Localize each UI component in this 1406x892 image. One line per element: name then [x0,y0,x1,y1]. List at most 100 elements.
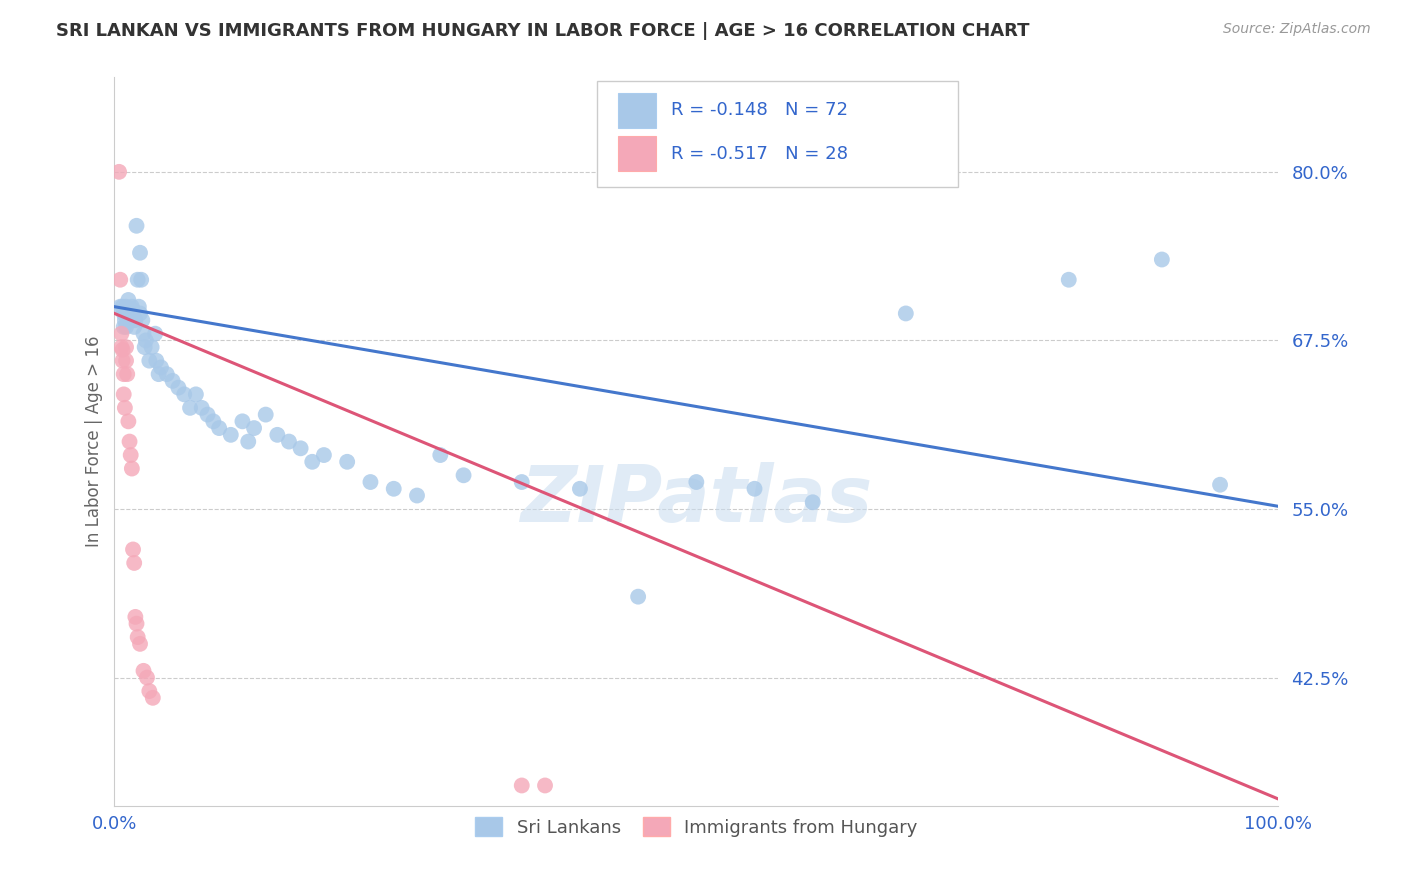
Point [208,421,231,435]
Point [336,455,359,469]
Point [382,482,405,496]
Point [202,414,225,428]
Point [118,306,141,320]
Point [179,401,201,415]
Text: ZIPatlas: ZIPatlas [520,462,873,538]
Point [156,367,179,381]
Point [744,482,766,496]
FancyBboxPatch shape [598,81,959,186]
Point [121,300,143,314]
Point [266,427,288,442]
Point [115,367,138,381]
Point [290,442,312,456]
Point [122,556,145,570]
Point [121,306,143,320]
Point [129,637,152,651]
Point [167,381,190,395]
Point [112,320,135,334]
Point [132,664,155,678]
Point [534,779,557,793]
Point [108,165,131,179]
Point [1209,477,1232,491]
Point [510,779,533,793]
Point [301,455,323,469]
Point [115,300,138,314]
Point [162,374,184,388]
Text: R = -0.517   N = 28: R = -0.517 N = 28 [671,145,848,163]
Point [278,434,301,449]
Point [173,387,195,401]
Point [111,353,134,368]
FancyBboxPatch shape [619,136,655,171]
Point [129,245,152,260]
Point [1057,273,1080,287]
Point [190,401,212,415]
Point [148,367,170,381]
Point [1150,252,1173,267]
Point [112,387,135,401]
Point [125,219,148,233]
Point [219,427,242,442]
Point [136,671,159,685]
Point [149,360,172,375]
Point [127,273,149,287]
Point [685,475,707,489]
Point [110,273,132,287]
Point [138,684,160,698]
Point [254,408,277,422]
Point [141,340,163,354]
Point [115,306,138,320]
Point [114,401,136,415]
Point [115,340,138,354]
Point [111,300,134,314]
Point [627,590,650,604]
Point [801,495,824,509]
Point [429,448,451,462]
Point [312,448,335,462]
Point [118,313,141,327]
Point [117,313,139,327]
Point [122,320,145,334]
Point [145,353,167,368]
Point [128,300,150,314]
Point [184,387,207,401]
Point [117,293,139,307]
Text: R = -0.148   N = 72: R = -0.148 N = 72 [671,101,848,120]
Point [238,434,260,449]
Point [138,353,160,368]
Point [122,306,145,320]
Text: SRI LANKAN VS IMMIGRANTS FROM HUNGARY IN LABOR FORCE | AGE > 16 CORRELATION CHAR: SRI LANKAN VS IMMIGRANTS FROM HUNGARY IN… [56,22,1029,40]
Point [129,306,152,320]
Point [115,320,138,334]
Point [127,630,149,644]
Point [122,313,145,327]
Y-axis label: In Labor Force | Age > 16: In Labor Force | Age > 16 [86,335,103,548]
Point [143,326,166,341]
Point [134,340,156,354]
Point [131,313,153,327]
Legend: Sri Lankans, Immigrants from Hungary: Sri Lankans, Immigrants from Hungary [468,810,925,844]
FancyBboxPatch shape [619,93,655,128]
Point [359,475,381,489]
Point [135,334,157,348]
Point [112,306,135,320]
Point [120,448,142,462]
Point [114,313,136,327]
Point [243,421,266,435]
Point [231,414,253,428]
Point [894,306,917,320]
Point [510,475,533,489]
Text: Source: ZipAtlas.com: Source: ZipAtlas.com [1223,22,1371,37]
Point [110,326,132,341]
Point [122,542,145,557]
Point [406,489,429,503]
Point [124,610,146,624]
Point [453,468,475,483]
Point [132,326,155,341]
Point [142,690,165,705]
Point [121,461,143,475]
Point [568,482,591,496]
Point [197,408,219,422]
Point [115,353,138,368]
Point [125,616,148,631]
